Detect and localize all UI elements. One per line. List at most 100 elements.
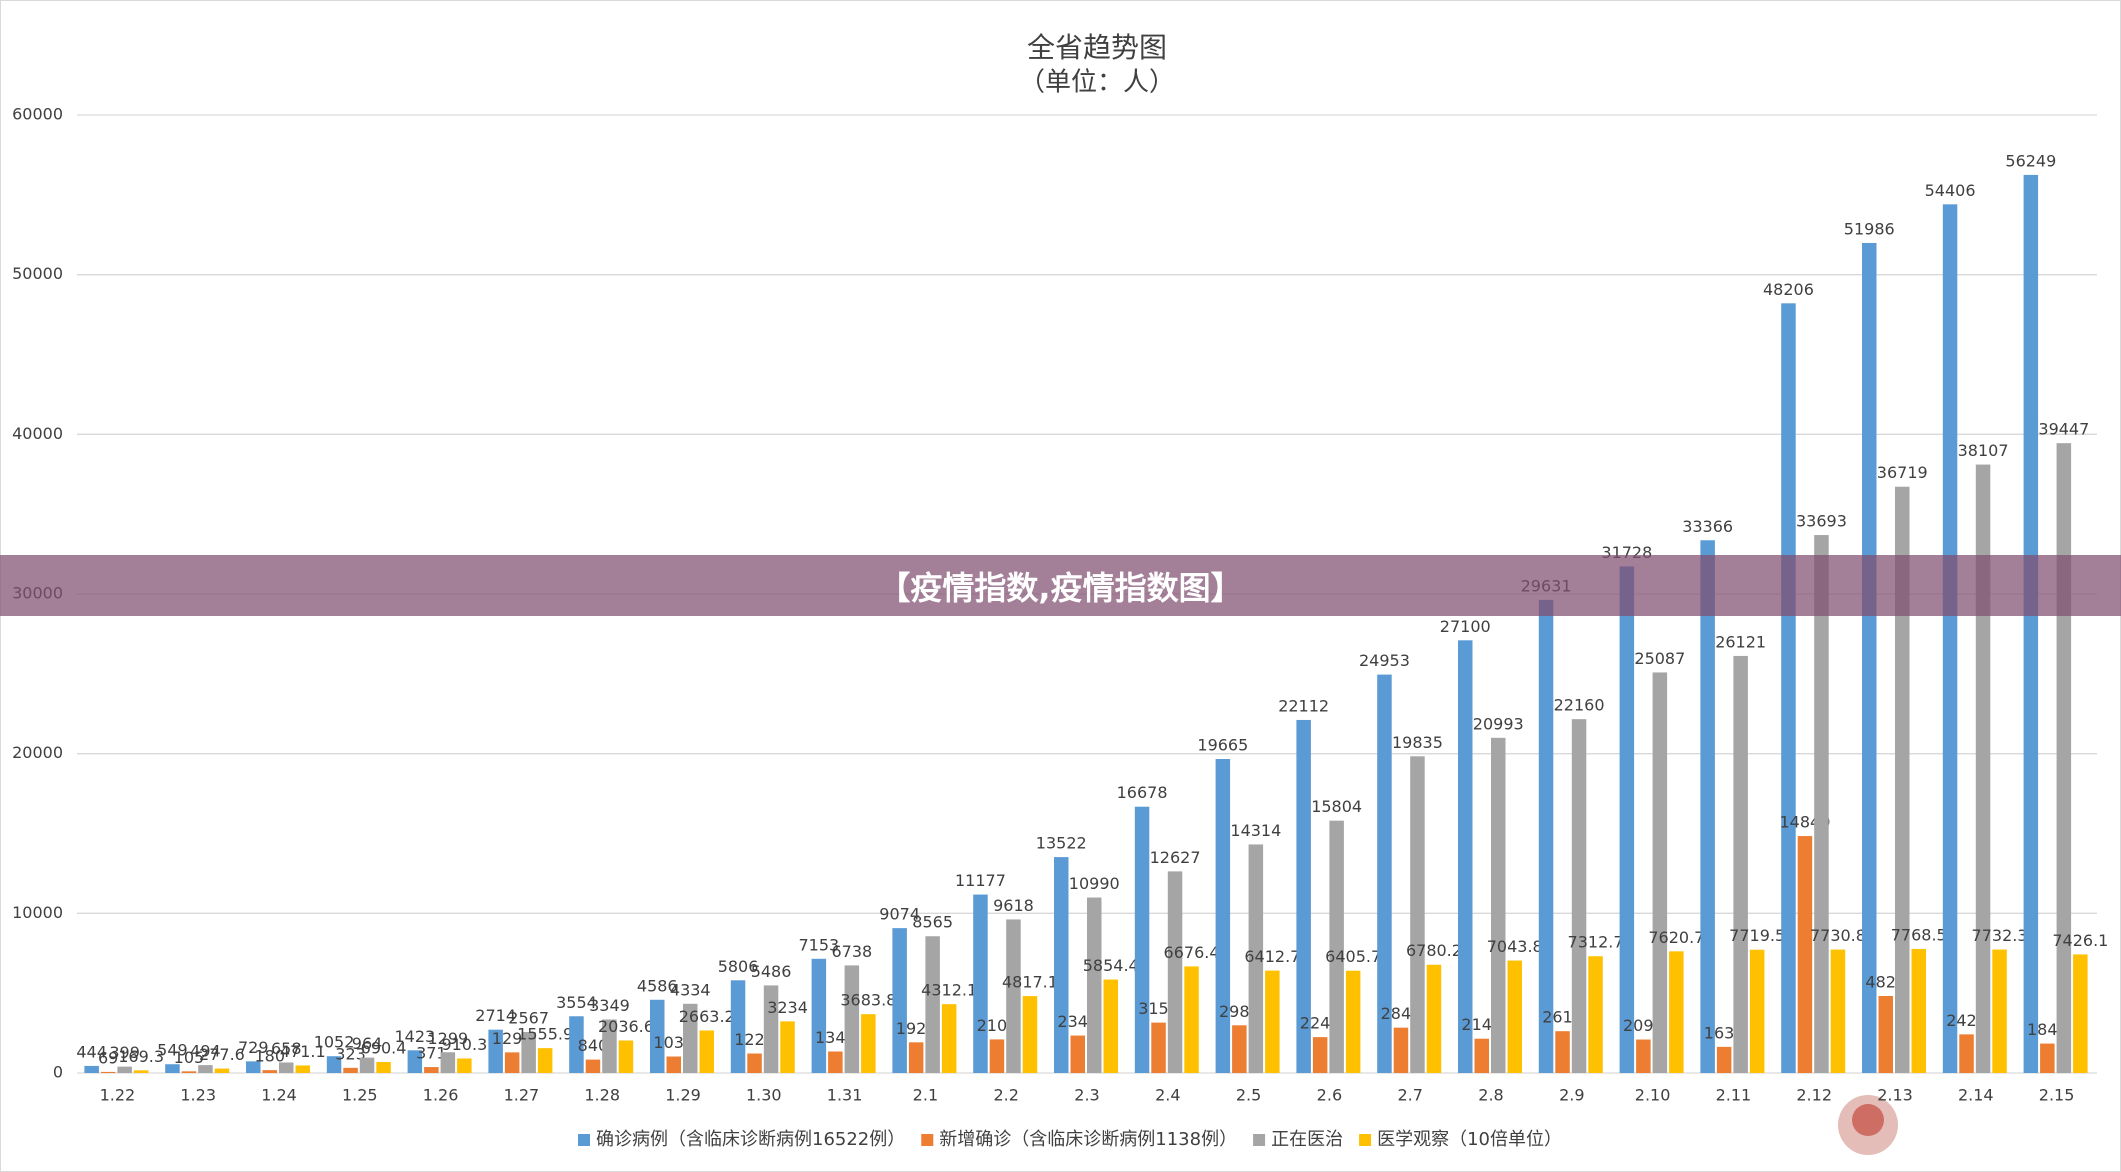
value-label: 729 (238, 1038, 269, 1057)
value-label: 7426.1 (2052, 931, 2108, 950)
bar (1652, 672, 1668, 1073)
value-label: 6780.2 (1406, 941, 1462, 960)
bar (295, 1065, 310, 1073)
bar (585, 1059, 601, 1073)
value-label: 2663.2 (679, 1007, 735, 1026)
bar (1377, 674, 1392, 1073)
bar (1992, 949, 2007, 1073)
bar (1265, 970, 1280, 1073)
bar (1942, 204, 1958, 1074)
x-tick-label: 2.6 (1317, 1086, 1342, 1105)
bar (941, 1004, 957, 1073)
bar (747, 1053, 762, 1073)
x-tick-label: 2.11 (1716, 1086, 1752, 1105)
bar (326, 1056, 342, 1073)
value-label: 964 (352, 1034, 383, 1053)
bar (2040, 1043, 2055, 1073)
value-label: 399 (109, 1043, 140, 1062)
value-label: 2567 (508, 1009, 549, 1028)
x-tick-label: 1.31 (827, 1086, 863, 1105)
banner: 【疫情指数,疫情指数图】 (0, 555, 2121, 616)
bar (359, 1057, 375, 1073)
bar (1555, 1031, 1570, 1073)
bar (618, 1040, 634, 1073)
value-label: 3349 (589, 996, 630, 1015)
bar (569, 1016, 584, 1073)
value-label: 38107 (1958, 441, 2009, 460)
value-label: 33693 (1796, 512, 1847, 531)
value-label: 12627 (1150, 848, 1201, 867)
value-label: 7732.3 (1972, 926, 2028, 945)
bar (989, 1039, 1005, 1073)
value-label: 658 (271, 1039, 302, 1058)
bar (1329, 820, 1344, 1073)
bar (683, 1003, 698, 1073)
value-label: 471.1 (280, 1042, 326, 1061)
value-label: 444 (76, 1042, 107, 1061)
value-label: 4817.1 (1002, 973, 1058, 992)
value-label: 54406 (1925, 181, 1976, 200)
y-tick-label: 60000 (12, 105, 63, 124)
bar (1636, 1039, 1651, 1073)
x-tick-label: 1.26 (423, 1086, 459, 1105)
value-label: 13522 (1036, 834, 1087, 853)
value-label: 4334 (670, 980, 711, 999)
bar (343, 1067, 358, 1073)
bar (828, 1051, 843, 1073)
value-label: 14314 (1230, 821, 1281, 840)
legend-swatch (1359, 1134, 1372, 1146)
value-label: 5806 (718, 957, 759, 976)
x-tick-label: 2.9 (1559, 1086, 1584, 1105)
value-label: 26121 (1715, 632, 1766, 651)
bar (1878, 995, 1893, 1073)
bar (1458, 640, 1473, 1073)
y-tick-label: 0 (53, 1063, 63, 1082)
value-label: 51986 (1844, 219, 1895, 238)
bar (1054, 857, 1069, 1073)
x-tick-label: 2.8 (1478, 1086, 1503, 1105)
value-label: 6676.4 (1164, 943, 1220, 962)
bar (1975, 464, 1991, 1073)
value-label: 8565 (912, 913, 953, 932)
value-label: 371 (416, 1044, 447, 1063)
bar (1588, 956, 1603, 1073)
bar (1248, 844, 1264, 1073)
x-tick-label: 2.14 (1958, 1086, 1994, 1105)
value-label: 1052 (314, 1033, 355, 1052)
bar (1151, 1022, 1166, 1073)
value-label: 1555.9 (517, 1025, 573, 1044)
bar (908, 1042, 924, 1073)
bar (1781, 303, 1796, 1073)
bar (1716, 1046, 1732, 1073)
value-label: 7153 (798, 935, 839, 954)
chart-title: 全省趋势图 (1027, 31, 1167, 64)
bar (892, 928, 907, 1073)
x-tick-label: 2.4 (1155, 1086, 1180, 1105)
value-label: 6412.7 (1244, 947, 1300, 966)
legend-label: 正在医治 (1271, 1129, 1343, 1150)
bar (504, 1052, 520, 1073)
bar (2023, 174, 2039, 1073)
legend-swatch (578, 1134, 590, 1146)
legend-swatch (921, 1134, 934, 1146)
bar (1749, 949, 1765, 1073)
bar (1006, 919, 1021, 1073)
value-label: 4312.1 (921, 981, 977, 1000)
x-tick-label: 2.10 (1635, 1086, 1671, 1105)
bar (861, 1014, 876, 1073)
value-label: 277.6 (199, 1045, 245, 1064)
value-label: 56249 (2005, 151, 2056, 170)
bar (1571, 719, 1587, 1073)
bar (214, 1068, 230, 1073)
x-tick-label: 1.30 (746, 1086, 782, 1105)
bar (1345, 970, 1361, 1073)
bar (1134, 806, 1150, 1073)
x-tick-label: 1.22 (100, 1086, 136, 1105)
bar (2073, 954, 2088, 1073)
value-label: 323 (335, 1044, 366, 1063)
value-label: 7730.8 (1810, 926, 1866, 945)
bar (537, 1048, 553, 1073)
value-label: 15804 (1311, 797, 1362, 816)
x-tick-label: 2.13 (1877, 1086, 1913, 1105)
x-tick-label: 1.28 (584, 1086, 620, 1105)
